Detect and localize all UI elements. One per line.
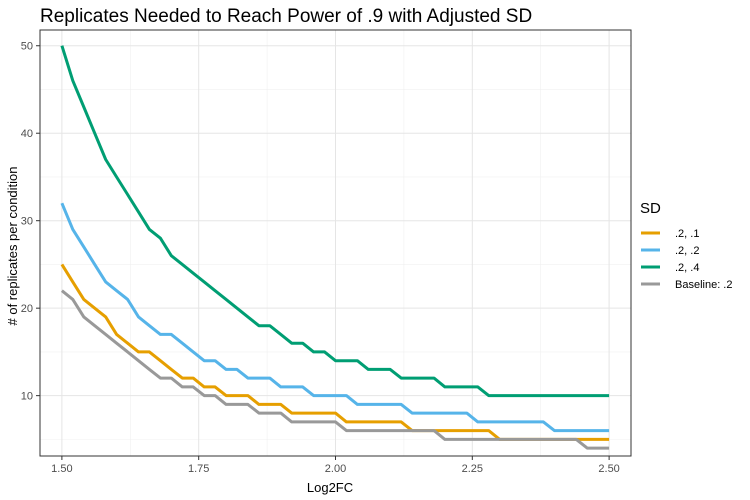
legend-label: .2, .1 (675, 228, 699, 240)
chart-title: Replicates Needed to Reach Power of .9 w… (40, 6, 532, 27)
y-axis-title: # of replicates per condition (5, 167, 20, 326)
major-gridlines (40, 30, 631, 456)
legend-item: .2, .4 (641, 262, 699, 274)
legend-items: .2, .1 .2, .2 .2, .4 Baseline: .2 (641, 228, 732, 291)
series-lines (60, 45, 610, 450)
plot-panel (39, 29, 632, 457)
legend-label: Baseline: .2 (675, 279, 732, 291)
y-axis: 10 20 30 40 50 (21, 41, 40, 403)
x-axis: 1.50 1.75 2.00 2.25 2.50 (51, 456, 620, 475)
legend-label: .2, .4 (675, 262, 699, 274)
legend-title: SD (640, 200, 661, 217)
y-tick-label: 40 (21, 128, 33, 140)
legend-item: Baseline: .2 (641, 279, 732, 291)
x-tick-label: 2.00 (325, 463, 346, 475)
y-tick-label: 20 (21, 303, 33, 315)
x-tick-label: 1.75 (188, 463, 209, 475)
x-axis-title: Log2FC (307, 480, 353, 495)
legend-label: .2, .2 (675, 245, 699, 257)
x-tick-label: 2.50 (598, 463, 619, 475)
legend-item: .2, .1 (641, 228, 699, 240)
y-tick-label: 50 (21, 41, 33, 53)
legend-item: .2, .2 (641, 245, 699, 257)
series-line-2-4 (60, 45, 610, 398)
y-tick-label: 10 (21, 391, 33, 403)
series-line-baseline-2 (60, 289, 610, 450)
x-tick-label: 1.50 (51, 463, 72, 475)
legend: SD .2, .1 .2, .2 .2, .4 Baseline: .2 (640, 200, 732, 291)
x-tick-label: 2.25 (462, 463, 483, 475)
y-tick-label: 30 (21, 216, 33, 228)
series-line-2-2 (60, 202, 610, 433)
